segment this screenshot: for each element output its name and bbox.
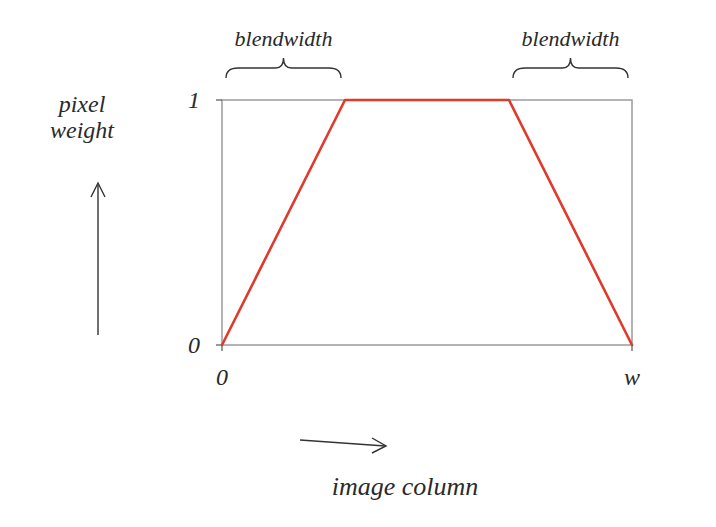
y-arrow-head xyxy=(91,183,105,197)
plot-area xyxy=(222,100,632,345)
y-arrow xyxy=(97,185,98,335)
annotation: blendwidth xyxy=(235,26,333,51)
y-axis-label: pixelweight xyxy=(50,91,115,143)
x-tick-label: 0 xyxy=(216,364,228,390)
brace xyxy=(513,58,628,78)
y-tick-label: 0 xyxy=(188,332,200,358)
brace xyxy=(226,58,341,78)
x-arrow-head xyxy=(372,438,386,453)
y-tick-label: 1 xyxy=(188,87,200,113)
y-tick xyxy=(216,99,222,100)
x-axis-label: image column xyxy=(332,472,479,501)
weight-line xyxy=(222,100,632,345)
annotation: blendwidth xyxy=(522,26,620,51)
x-tick-label: w xyxy=(624,364,640,390)
x-arrow xyxy=(300,440,385,446)
y-axis-label-line: pixel xyxy=(57,91,106,117)
y-axis-label-line: weight xyxy=(50,117,115,143)
plot-frame xyxy=(222,100,632,345)
chart: 0 1 0 w blendwidth blendwidth pixelweight image… xyxy=(0,0,716,527)
